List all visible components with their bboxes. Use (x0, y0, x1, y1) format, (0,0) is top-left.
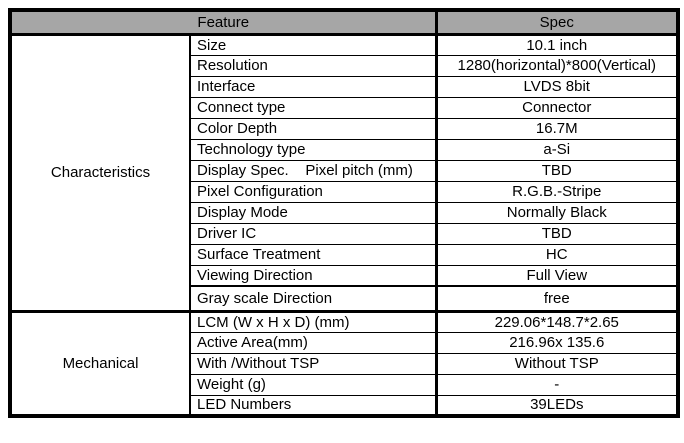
spec-value: - (434, 373, 679, 395)
table-row: Weight (g) - (10, 373, 679, 395)
feature-label: Pixel Configuration (188, 180, 438, 202)
spec-value: free (434, 285, 679, 311)
table-row: Technology type a-Si (10, 138, 679, 160)
table-row: Gray scale Direction free (10, 285, 679, 311)
feature-label: Resolution (188, 54, 438, 76)
spec-column-header: Spec (434, 10, 679, 36)
feature-label: With /Without TSP (188, 352, 438, 374)
feature-label: Active Area(mm) (188, 331, 438, 353)
spec-value: R.G.B.-Stripe (434, 180, 679, 202)
table-row: LED Numbers 39LEDs (10, 394, 679, 416)
feature-label: Surface Treatment (188, 243, 438, 265)
table-row: Viewing Direction Full View (10, 264, 679, 286)
table-row: Surface Treatment HC (10, 243, 679, 265)
group-label: Mechanical (10, 309, 191, 416)
feature-label: Gray scale Direction (188, 285, 438, 311)
feature-label: Driver IC (188, 222, 438, 244)
spec-value: 39LEDs (434, 394, 679, 416)
spec-value: 229.06*148.7*2.65 (434, 309, 679, 332)
feature-label: LED Numbers (188, 394, 438, 416)
spec-value: TBD (434, 222, 679, 244)
spec-value: TBD (434, 159, 679, 181)
feature-label: Display Spec. Pixel pitch (mm) (188, 159, 438, 181)
table-row: Characteristics Size 10.1 inch (10, 32, 679, 311)
spec-value: 1280(horizontal)*800(Vertical) (434, 54, 679, 76)
spec-value: Connector (434, 96, 679, 118)
feature-column-header: Feature (10, 10, 437, 36)
group-label: Characteristics (10, 32, 191, 311)
table-row: With /Without TSP Without TSP (10, 352, 679, 374)
spec-value: Normally Black (434, 201, 679, 223)
feature-label: Display Mode (188, 201, 438, 223)
feature-label: LCM (W x H x D) (mm) (188, 309, 438, 332)
table-row: Mechanical LCM (W x H x D) (mm) 229.06*148… (10, 309, 679, 416)
spec-table: Feature Spec Characteristics Size 10.1 inc… (8, 8, 681, 418)
table-row: Connect type Connector (10, 96, 679, 118)
table-row: Pixel Configuration R.G.B.-Stripe (10, 180, 679, 202)
spec-value: Without TSP (434, 352, 679, 374)
spec-value: LVDS 8bit (434, 75, 679, 97)
table-row: Color Depth 16.7M (10, 117, 679, 139)
spec-value: 216.96x 135.6 (434, 331, 679, 353)
feature-label: Color Depth (188, 117, 438, 139)
spec-value: a-Si (434, 138, 679, 160)
feature-label: Interface (188, 75, 438, 97)
header-row: Feature Spec (10, 10, 679, 36)
table-row: Interface LVDS 8bit (10, 75, 679, 97)
table-row: Resolution 1280(horizontal)*800(Vertical) (10, 54, 679, 76)
spec-value: HC (434, 243, 679, 265)
table-row: Active Area(mm) 216.96x 135.6 (10, 331, 679, 353)
spec-sheet: Feature Spec Characteristics Size 10.1 inc… (8, 8, 681, 418)
feature-label: Size (188, 32, 438, 55)
spec-value: 16.7M (434, 117, 679, 139)
feature-label: Connect type (188, 96, 438, 118)
spec-value: Full View (434, 264, 679, 286)
table-row: Display Mode Normally Black (10, 201, 679, 223)
table-row: Display Spec. Pixel pitch (mm) TBD (10, 159, 679, 181)
feature-label: Technology type (188, 138, 438, 160)
spec-table-body: Characteristics Size 10.1 inch Resolution 12… (10, 32, 679, 416)
spec-value: 10.1 inch (434, 32, 679, 55)
table-row: Driver IC TBD (10, 222, 679, 244)
feature-label: Weight (g) (188, 373, 438, 395)
feature-label: Viewing Direction (188, 264, 438, 286)
